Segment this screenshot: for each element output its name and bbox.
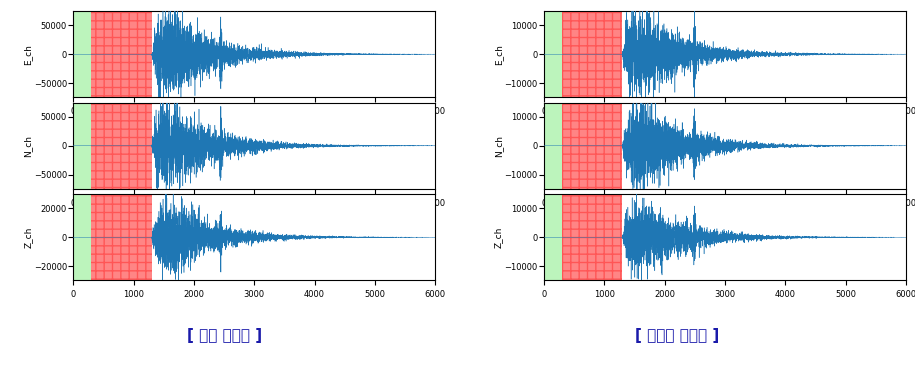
Text: [ 분석 관측소 ]: [ 분석 관측소 ] xyxy=(187,328,262,343)
Bar xyxy=(562,194,622,280)
Y-axis label: Z_ch: Z_ch xyxy=(494,227,503,248)
Bar xyxy=(544,11,562,97)
Bar xyxy=(562,103,622,189)
Bar xyxy=(562,103,622,189)
Bar xyxy=(562,11,622,97)
Bar xyxy=(92,103,152,189)
Bar xyxy=(544,103,562,189)
Y-axis label: E_ch: E_ch xyxy=(494,44,503,65)
Bar xyxy=(73,11,92,97)
Bar xyxy=(92,194,152,280)
Y-axis label: Z_ch: Z_ch xyxy=(23,227,32,248)
Bar xyxy=(562,11,622,97)
Bar xyxy=(92,11,152,97)
Text: [ 비분석 관측소 ]: [ 비분석 관측소 ] xyxy=(635,328,719,343)
Bar xyxy=(562,194,622,280)
Bar xyxy=(73,103,92,189)
Bar xyxy=(544,194,562,280)
Y-axis label: N_ch: N_ch xyxy=(23,135,32,157)
Bar xyxy=(92,194,152,280)
Y-axis label: E_ch: E_ch xyxy=(23,44,32,65)
Bar xyxy=(73,194,92,280)
Bar xyxy=(92,103,152,189)
Bar xyxy=(92,11,152,97)
Y-axis label: N_ch: N_ch xyxy=(494,135,503,157)
